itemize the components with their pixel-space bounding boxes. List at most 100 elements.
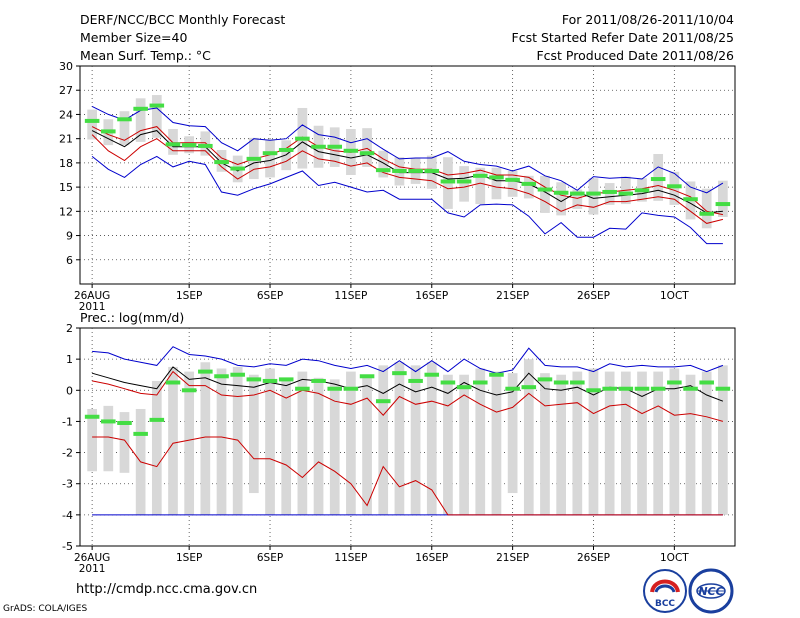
- source-url[interactable]: http://cmdp.ncc.cma.gov.cn: [76, 582, 258, 597]
- climatology-marker: [408, 168, 423, 173]
- climatology-marker: [230, 166, 245, 171]
- y-tick-label: 12: [59, 205, 73, 218]
- spread-box: [588, 178, 599, 215]
- mean-plus-sd-line: [92, 370, 724, 422]
- x-tick-label: 1OCT: [660, 552, 689, 564]
- x-tick-label: 1SEP: [176, 290, 202, 302]
- climatology-marker: [359, 151, 375, 156]
- mean-minus-sd-line: [91, 134, 724, 224]
- climatology-marker: [553, 190, 569, 195]
- spread-box: [362, 128, 372, 167]
- y-tick-label: 27: [59, 84, 73, 97]
- climatology-marker: [667, 380, 682, 385]
- climatology-marker: [278, 147, 294, 152]
- max-line: [91, 105, 724, 194]
- climatology-marker: [181, 143, 197, 148]
- climatology-marker: [295, 386, 310, 391]
- climatology-marker: [101, 419, 116, 424]
- y-tick-label: 2: [66, 322, 73, 335]
- climatology-marker: [456, 385, 472, 390]
- climatology-marker: [84, 118, 100, 123]
- ncc-logo: NCC: [688, 568, 734, 614]
- spread-box: [151, 95, 162, 138]
- y-tick-label: -5: [62, 540, 73, 553]
- spread-box: [475, 167, 486, 205]
- spread-box: [620, 371, 631, 515]
- climatology-marker: [440, 380, 456, 385]
- x-tick-label: 1OCT: [660, 290, 689, 302]
- plot-frame: [79, 327, 736, 547]
- climatology-marker: [505, 386, 520, 391]
- y-tick-label: 1: [66, 353, 73, 366]
- climatology-marker: [408, 378, 423, 383]
- climatology-marker: [198, 369, 213, 374]
- precipitation-panel: -5 -4 -3 -2 -1 0 1 2 26AUG 1SEP 6SEP 11SEP 16SEP 21SE…: [62, 310, 736, 575]
- spread-box: [265, 368, 275, 515]
- spread-box: [200, 131, 211, 156]
- climatology-marker: [505, 177, 520, 182]
- climatology-marker: [198, 143, 213, 148]
- forecast-started: Fcst Started Refer Date 2011/08/25: [511, 30, 735, 45]
- bcc-logo: BCC: [643, 569, 687, 613]
- spread-box: [329, 379, 340, 515]
- climatology-marker: [553, 380, 569, 385]
- x-tick-label: 26AUG: [74, 290, 110, 302]
- spread-box: [653, 371, 664, 515]
- spread-box: [507, 170, 518, 197]
- spread-box: [556, 182, 566, 216]
- x-tick-label: 26SEP: [577, 552, 610, 564]
- spread-box: [135, 98, 146, 142]
- y-tick-label: 6: [66, 254, 73, 267]
- climatology-marker: [424, 372, 440, 377]
- spread-box: [491, 371, 502, 515]
- x-tick-label: 1SEP: [176, 552, 202, 564]
- y-tick-label: -3: [62, 478, 73, 491]
- x-tick-label: 26AUG: [74, 552, 110, 564]
- mean-plus-sd-line: [91, 126, 723, 216]
- spread-box: [523, 175, 534, 199]
- spread-box: [637, 371, 647, 515]
- climatology-marker: [634, 188, 650, 193]
- climatology-marker: [570, 191, 585, 196]
- member-size: Member Size=40: [80, 30, 188, 45]
- x-tick-label: 6SEP: [257, 290, 283, 302]
- spread-box: [184, 371, 195, 515]
- y-tick-label: 21: [59, 133, 73, 146]
- climatology-marker: [699, 380, 714, 385]
- y-tick-label: -2: [62, 447, 73, 460]
- spread-box: [459, 374, 469, 515]
- climatology-marker: [456, 179, 472, 184]
- y-tick-label: 18: [59, 157, 73, 170]
- spread-box: [346, 371, 356, 515]
- spread-box: [475, 368, 486, 515]
- climatology-marker: [489, 372, 504, 377]
- spread-box: [572, 189, 583, 209]
- climatology-marker: [359, 374, 375, 379]
- spread-box: [119, 111, 130, 146]
- climatology-marker: [327, 144, 342, 149]
- climatology-marker: [278, 377, 294, 382]
- climatology-marker: [327, 386, 342, 391]
- spread-box: [669, 171, 680, 205]
- spread-box: [87, 408, 97, 472]
- climatology-marker: [699, 211, 714, 216]
- spread-box: [604, 371, 615, 515]
- spread-box: [249, 374, 259, 494]
- x-tick-label: 21SEP: [496, 290, 529, 302]
- y-tick-label: 9: [66, 230, 73, 243]
- bcc-logo-text: BCC: [655, 599, 675, 609]
- climatology-marker: [165, 380, 181, 385]
- y-tick-label: 30: [59, 60, 73, 73]
- spread-box: [556, 374, 566, 515]
- temperature-panel: 6 9 12 15 18 21 24 27 30 26AUG 1SEP 6SEP 11SEP 16SEP 2…: [59, 60, 736, 313]
- spread-box: [232, 366, 243, 515]
- climatology-marker: [602, 386, 617, 391]
- x-year-label: 2011: [79, 563, 106, 575]
- climatology-marker: [650, 177, 666, 182]
- climatology-marker: [586, 388, 601, 393]
- forecast-produced: Fcst Produced Date 2011/08/26: [536, 48, 734, 63]
- spread-box: [459, 166, 469, 202]
- y-tick-label: 24: [59, 108, 73, 121]
- x-tick-label: 21SEP: [496, 552, 529, 564]
- climatology-marker: [570, 380, 585, 385]
